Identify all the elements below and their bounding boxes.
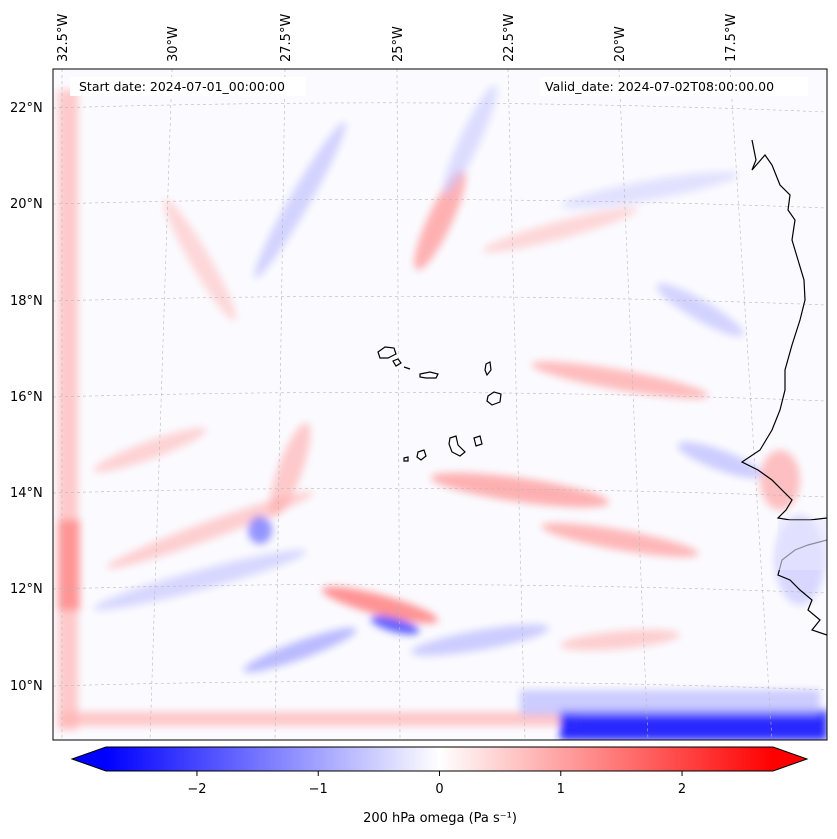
island-boa-vista xyxy=(486,391,502,406)
start-date-box xyxy=(70,77,306,96)
colorbar-tick-label: −1 xyxy=(309,782,328,797)
island-brava xyxy=(403,456,409,462)
coastlines xyxy=(377,139,827,636)
lon-label-30w: 30°W xyxy=(166,26,181,62)
colorbar-outline xyxy=(70,746,809,772)
lat-label-18n: 18°N xyxy=(10,294,43,309)
lat-label-20n: 20°N xyxy=(10,197,43,212)
lon-label-17-5w: 17.5°W xyxy=(724,14,739,62)
colorbar-tick-label: 1 xyxy=(557,782,565,797)
lat-label-12n: 12°N xyxy=(10,582,43,597)
valid-date-label: Valid_date: 2024-07-02T08:00:00.00 xyxy=(545,79,774,94)
map-field: Start date: 2024-07-01_00:00:00 Valid_da… xyxy=(53,69,827,740)
africa-coastline xyxy=(740,139,827,521)
island-sal xyxy=(484,361,492,377)
latitude-labels: 22°N 20°N 18°N 16°N 14°N 12°N 10°N xyxy=(10,101,43,694)
colorbar-min-extend xyxy=(72,747,106,771)
colorbar-tick-label: 0 xyxy=(435,782,443,797)
longitude-labels: 32.5°W 30°W 27.5°W 25°W 22.5°W 20°W 17.5… xyxy=(56,14,739,62)
colorbar-ticks: −2 −1 0 1 2 xyxy=(187,771,686,797)
lat-label-22n: 22°N xyxy=(10,101,43,116)
lon-label-32-5w: 32.5°W xyxy=(56,14,71,62)
island-fogo xyxy=(416,449,427,461)
island-maio xyxy=(473,435,483,447)
lon-label-20w: 20°W xyxy=(613,26,628,62)
lat-label-10n: 10°N xyxy=(10,679,43,694)
island-santa-luzia xyxy=(403,366,411,370)
island-santiago xyxy=(448,435,466,457)
colorbar-max-extend xyxy=(773,747,807,771)
colorbar-tick-label: 2 xyxy=(678,782,686,797)
lon-label-27-5w: 27.5°W xyxy=(279,14,294,62)
colorbar: −2 −1 0 1 2 200 hPa omega (Pa s⁻¹) xyxy=(70,746,809,826)
lat-label-14n: 14°N xyxy=(10,486,43,501)
lat-label-16n: 16°N xyxy=(10,390,43,405)
island-santo-antao xyxy=(377,346,397,359)
island-sao-vicente xyxy=(392,358,402,367)
island-sao-nicolau xyxy=(419,371,439,379)
lon-label-22-5w: 22.5°W xyxy=(502,14,517,62)
gridlines xyxy=(53,69,827,740)
lon-label-25w: 25°W xyxy=(391,26,406,62)
colorbar-gradient xyxy=(106,747,773,771)
map-frame xyxy=(52,68,828,741)
colorbar-label: 200 hPa omega (Pa s⁻¹) xyxy=(363,811,517,826)
start-date-label: Start date: 2024-07-01_00:00:00 xyxy=(79,79,285,94)
valid-date-box xyxy=(540,77,808,96)
colorbar-tick-label: −2 xyxy=(187,782,206,797)
